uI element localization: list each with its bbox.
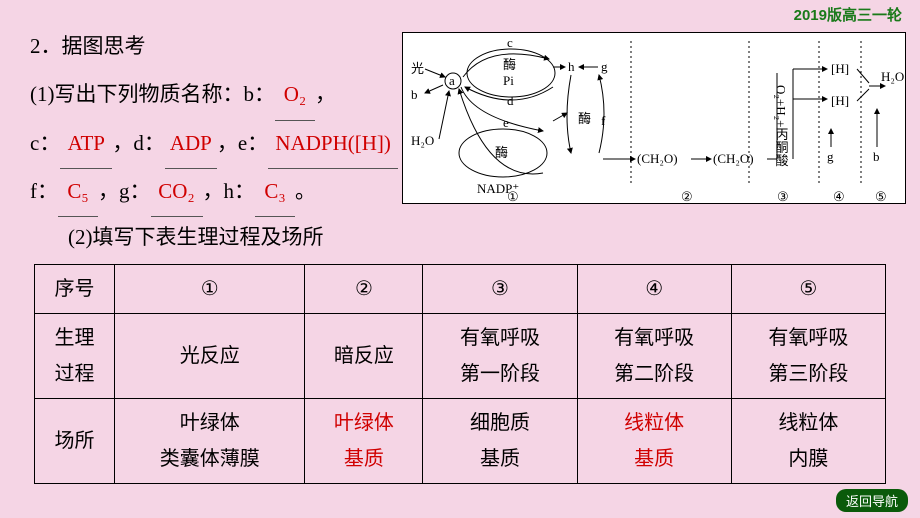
proc-label: 生理过程	[35, 314, 115, 399]
th-2: ②	[305, 265, 423, 314]
dg-enz3: 酶	[578, 111, 591, 126]
dg-pi: Pi	[503, 73, 514, 88]
answer-d: ADP	[165, 119, 217, 167]
dg-c1: ①	[507, 189, 519, 204]
proc-5: 有氧呼吸第三阶段	[731, 314, 885, 399]
dg-c: c	[507, 35, 513, 50]
back-nav-button[interactable]: 返回导航	[836, 489, 908, 512]
dg-enz1: 酶	[503, 57, 516, 72]
dg-a: a	[449, 73, 455, 88]
th-1: ①	[115, 265, 305, 314]
proc-2: 暗反应	[305, 314, 423, 399]
label-e: ，e：	[217, 119, 268, 167]
loc-5: 线粒体内膜	[731, 399, 885, 484]
dg-g2: g	[827, 149, 834, 164]
proc-3: 有氧呼吸第一阶段	[423, 314, 577, 399]
dg-h2o-l: H₂O	[411, 133, 434, 148]
label-d: ，d：	[112, 119, 165, 167]
dg-hbr2: [H]	[831, 93, 849, 108]
table-header-row: 序号 ① ② ③ ④ ⑤	[35, 265, 886, 314]
dg-d: d	[507, 93, 514, 108]
loc-2: 叶绿体基质	[305, 399, 423, 484]
answer-h: C₃	[255, 167, 295, 215]
proc-4: 有氧呼吸第二阶段	[577, 314, 731, 399]
process-table: 序号 ① ② ③ ④ ⑤ 生理过程 光反应 暗反应 有氧呼吸第一阶段 有氧呼吸第…	[34, 264, 886, 484]
label-f: f：	[30, 167, 58, 215]
dg-g: g	[601, 59, 608, 74]
sep: ，	[315, 70, 336, 118]
answer-g: CO₂	[151, 167, 203, 215]
loc-4: 线粒体基质	[577, 399, 731, 484]
process-diagram: 光 a b H₂O 酶 Pi c d 酶 e NADP⁺ h g	[402, 32, 906, 204]
dg-ch2o-2: (CH₂O)	[713, 151, 754, 166]
table-loc-row: 场所 叶绿体类囊体薄膜 叶绿体基质 细胞质基质 线粒体基质 线粒体内膜	[35, 399, 886, 484]
dg-c2: ②	[681, 189, 693, 204]
dg-ch2o-1: (CH₂O)	[637, 151, 678, 166]
svg-text:O₂+H₂+丙酮酸: O₂+H₂+丙酮酸	[774, 85, 789, 167]
loc-1: 叶绿体类囊体薄膜	[115, 399, 305, 484]
loc-3: 细胞质基质	[423, 399, 577, 484]
dg-c5: ⑤	[875, 189, 887, 204]
dg-b2: b	[873, 149, 880, 164]
loc-label: 场所	[35, 399, 115, 484]
th-4: ④	[577, 265, 731, 314]
q1-line2: c： ATP ，d： ADP ，e： NADPH([H])	[30, 119, 420, 167]
answer-f: C₅	[58, 167, 98, 215]
dg-b: b	[411, 87, 418, 102]
dg-light: 光	[411, 61, 424, 76]
label-g: ，g：	[98, 167, 151, 215]
dg-c3: ③	[777, 189, 789, 204]
label-h: ，h：	[203, 167, 256, 215]
th-5: ⑤	[731, 265, 885, 314]
dg-c4: ④	[833, 189, 845, 204]
proc-1: 光反应	[115, 314, 305, 399]
q1-line3: f： C₅ ，g： CO₂ ，h： C₃ 。	[30, 167, 390, 215]
dg-h2o-r: H₂O	[881, 69, 904, 84]
answer-e: NADPH([H])	[268, 119, 398, 167]
q1-line1: (1)写出下列物质名称：b： O₂ ，	[30, 70, 390, 118]
answer-c: ATP	[60, 119, 112, 167]
th-0: 序号	[35, 265, 115, 314]
dg-o2h2py: O₂+H₂+丙酮酸	[774, 85, 789, 167]
q2-caption: (2)填写下表生理过程及场所	[68, 221, 324, 251]
answer-b: O₂	[275, 70, 315, 118]
q1-lead: (1)写出下列物质名称：b：	[30, 70, 275, 118]
th-3: ③	[423, 265, 577, 314]
label-c: c：	[30, 119, 60, 167]
dg-enz2: 酶	[495, 145, 508, 160]
dg-hbr1: [H]	[831, 61, 849, 76]
sep-end: 。	[295, 167, 316, 215]
table-proc-row: 生理过程 光反应 暗反应 有氧呼吸第一阶段 有氧呼吸第二阶段 有氧呼吸第三阶段	[35, 314, 886, 399]
dg-h: h	[568, 59, 575, 74]
